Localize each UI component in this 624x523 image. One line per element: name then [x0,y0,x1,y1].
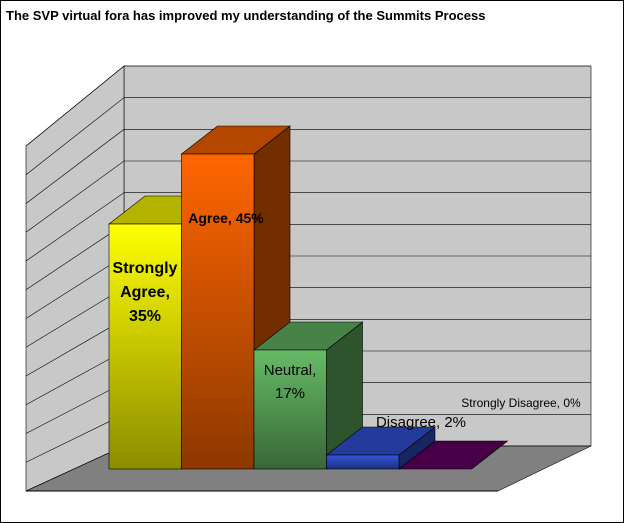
grid-line [25,192,591,262]
bar-top [398,440,509,470]
grid-line [25,97,591,175]
grid-line [25,65,591,147]
bar [253,349,327,470]
chart-title: The SVP virtual fora has improved my und… [6,8,486,23]
data-label: Strongly Agree, 35% [112,260,178,325]
data-label: Disagree, 2% [375,414,467,431]
bar [181,153,255,470]
grid-line [25,129,591,204]
grid-line [25,160,591,233]
data-label: Agree, 45% [188,210,264,226]
data-label: Neutral, 17% [263,362,317,402]
data-label: Strongly Disagree, 0% [461,396,581,410]
bar [326,454,400,470]
bar [108,223,182,470]
